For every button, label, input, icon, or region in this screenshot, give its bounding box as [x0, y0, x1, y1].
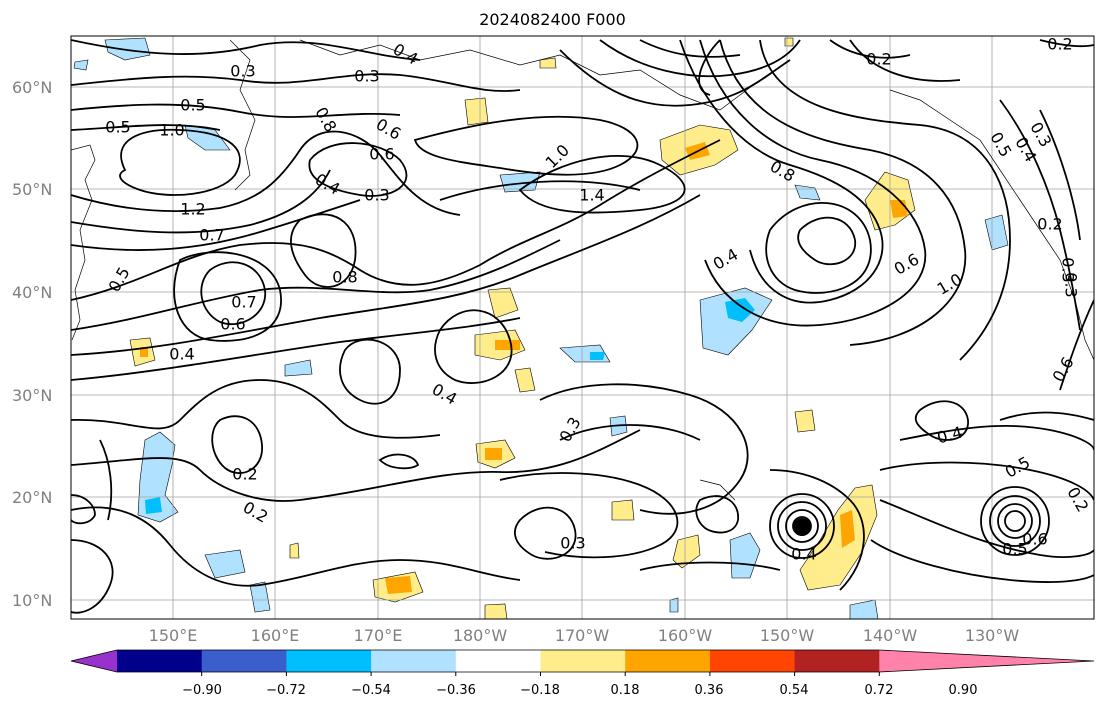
contour-label: 0.4	[935, 423, 965, 448]
lon-label-170e: 170°E	[353, 626, 403, 645]
colorbar-segment	[794, 650, 880, 672]
contour-label: 0.4	[390, 40, 422, 69]
lon-label-150e: 150°E	[148, 626, 198, 645]
contour-label: 1.0	[934, 270, 966, 299]
colorbar-segment	[625, 650, 711, 672]
colorbar-tick-label: −0.72	[266, 683, 306, 698]
contour-label: 0.6	[1049, 354, 1078, 386]
contour-label: 1.0	[542, 141, 573, 172]
colorbar-tick-label: 0.90	[948, 683, 978, 698]
coastlines	[71, 39, 1094, 501]
contour-label: 0.3	[1059, 257, 1078, 282]
colorbar-segment	[371, 650, 457, 672]
strong-negative-shading	[145, 298, 755, 514]
contour-label: 0.4	[710, 245, 742, 274]
colorbar-segment	[540, 650, 626, 672]
contour-label: 0.5	[180, 96, 205, 115]
contour-label: 0.3	[230, 62, 255, 81]
contour-label: 0.7	[231, 293, 256, 312]
contour-label: 0.8	[332, 268, 357, 287]
contour-label: 0.6	[369, 145, 394, 164]
colorbar-tick-label: −0.36	[436, 683, 476, 698]
lon-label-140w: 140°W	[862, 626, 918, 645]
contour-label: 0.6	[1022, 530, 1047, 549]
lon-label-150w: 150°W	[759, 626, 815, 645]
gridlines	[71, 36, 1094, 619]
colorbar-segment	[709, 650, 796, 672]
lat-label-30n: 30°N	[12, 386, 53, 405]
lat-label-40n: 40°N	[12, 283, 53, 302]
colorbar-tick-label: 0.72	[864, 683, 894, 698]
lat-label-20n: 20°N	[12, 488, 53, 507]
cyclone-east-contours	[980, 486, 1050, 556]
colorbar-tick-label: −0.18	[520, 683, 560, 698]
colorbar-tick-label: 0.36	[694, 683, 724, 698]
lon-label-160w: 160°W	[657, 626, 713, 645]
contour-label: 0.6	[891, 250, 923, 279]
contour-label: 0.3	[364, 186, 389, 205]
contour-label: 0.6	[220, 315, 245, 334]
strong-positive-shading	[140, 142, 908, 594]
contour-label: 0.2	[1047, 35, 1072, 54]
contour-label: 0.6	[373, 115, 405, 144]
contour-label: 0.5	[105, 118, 130, 137]
contour-label: 0.5	[1002, 453, 1034, 482]
colorbar-tick-label: 0.54	[779, 683, 809, 698]
contour-label: 0.3	[354, 67, 379, 86]
colorbar-outline	[70, 649, 1095, 673]
lon-label-180w: 180°W	[452, 626, 508, 645]
contour-label: 0.4	[312, 170, 344, 199]
contour-label: 0.2	[240, 498, 272, 527]
contour-label: 0.8	[311, 104, 340, 136]
contour-label: 0.2	[1037, 215, 1062, 234]
contour-label: 0.4	[429, 380, 461, 409]
colorbar-segment	[286, 650, 372, 672]
contour-label: 0.5	[1002, 540, 1027, 559]
colorbar-extend-low	[71, 650, 117, 672]
colorbar-tick-label: 0.18	[610, 683, 640, 698]
contour-label: 0.4	[169, 345, 194, 364]
plot-frame	[70, 35, 1095, 620]
contour-label: 0.8	[767, 157, 799, 186]
contour-label: 0.2	[866, 50, 891, 69]
colorbar-tick-label: −0.90	[182, 683, 222, 698]
colorbar-extend-high	[879, 650, 1094, 672]
cyclone-center-marker	[793, 518, 811, 536]
contour-label: 0.3	[560, 534, 585, 553]
contour-label: 0.3	[1062, 272, 1081, 297]
map-title: 2024082400 F000	[479, 10, 626, 29]
lat-label-50n: 50°N	[12, 180, 53, 199]
colorbar	[70, 649, 1095, 676]
colorbar-tick-label: −0.54	[351, 683, 391, 698]
contour-label: 0.3	[556, 414, 585, 446]
contour-lines	[71, 39, 1094, 614]
lat-label-10n: 10°N	[12, 591, 53, 610]
contour-label: 0.2	[1063, 484, 1092, 516]
contour-label: 1.0	[159, 121, 184, 140]
lat-label-60n: 60°N	[12, 78, 53, 97]
lon-label-130w: 130°W	[964, 626, 1020, 645]
colorbar-segment	[455, 650, 541, 672]
lon-label-170w: 170°W	[554, 626, 610, 645]
contour-label: 1.2	[180, 200, 205, 219]
colorbar-segment	[117, 650, 203, 672]
colorbar-segment	[201, 650, 287, 672]
contour-label: 0.2	[232, 465, 257, 484]
contour-label: 0.7	[199, 226, 224, 245]
lon-label-160e: 160°E	[250, 626, 300, 645]
contour-label: 1.4	[579, 186, 604, 205]
contour-label: 0.4	[791, 545, 816, 564]
